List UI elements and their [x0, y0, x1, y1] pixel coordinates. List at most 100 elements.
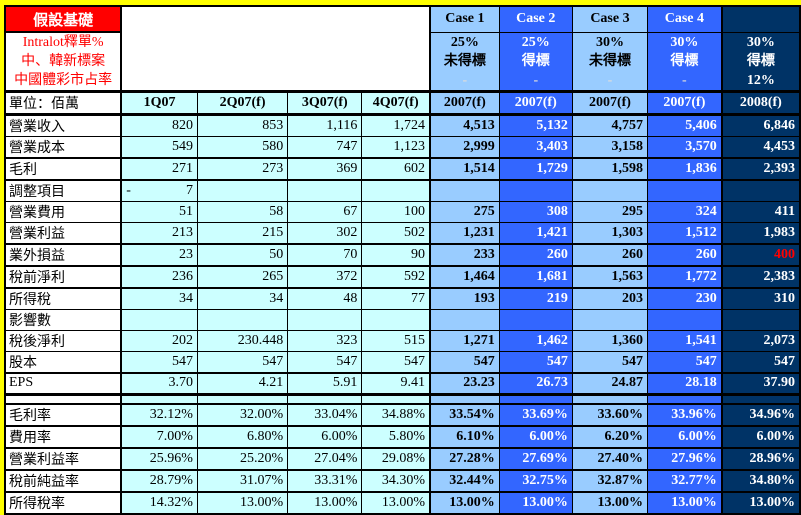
quarter-value-cell[interactable]: 602 [361, 157, 431, 181]
quarter-value-cell[interactable]: 13.00% [361, 491, 431, 515]
quarter-value-cell[interactable]: 213 [120, 222, 198, 245]
case-2-header-cell[interactable]: Case 2 [498, 5, 573, 33]
case-value-cell[interactable]: 310 [720, 287, 801, 310]
case-value-cell[interactable]: 308 [498, 201, 573, 223]
quarter-value-cell[interactable]: 592 [361, 265, 431, 289]
quarter-header-cell[interactable]: 4Q07(f) [361, 90, 431, 116]
case-value-cell[interactable] [571, 179, 649, 202]
quarter-value-cell[interactable]: 372 [287, 265, 363, 289]
quarter-value-cell[interactable]: 34 [120, 287, 198, 310]
case-value-cell[interactable]: 2,393 [720, 157, 801, 181]
case-value-cell[interactable]: 27.69% [498, 447, 573, 471]
case-value-cell[interactable]: 260 [571, 243, 649, 267]
case-value-cell[interactable]: 32.75% [498, 469, 573, 493]
case-value-cell[interactable]: 26.73 [498, 372, 573, 395]
quarter-value-cell[interactable]: 70 [287, 243, 363, 267]
quarter-value-cell[interactable]: 100 [361, 201, 431, 223]
quarter-value-cell[interactable]: 28.79% [120, 469, 198, 493]
quarter-value-cell[interactable]: 34.30% [361, 469, 431, 493]
row-label[interactable]: 稅後淨利 [4, 330, 123, 352]
quarter-value-cell[interactable]: 51 [120, 201, 198, 223]
row-label[interactable]: 稅前淨利 [4, 265, 123, 289]
case-value-cell[interactable]: 28.18 [647, 372, 723, 395]
quarter-value-cell[interactable]: 265 [196, 265, 289, 289]
quarter-value-cell[interactable]: 6.80% [196, 425, 289, 449]
quarter-value-cell[interactable]: 33.31% [287, 469, 363, 493]
spacer-cell[interactable] [120, 392, 198, 405]
quarter-value-cell[interactable]: 515 [361, 330, 431, 352]
period-header-cell[interactable]: 2008(f) [720, 90, 801, 116]
assumption-labels-cell[interactable]: Intralot釋單% 中、韓新標案 中國體彩市占率 [4, 31, 123, 92]
quarter-value-cell[interactable]: 23 [120, 243, 198, 267]
quarter-value-cell[interactable]: 50 [196, 243, 289, 267]
row-label[interactable]: 毛利 [4, 157, 123, 181]
case-value-cell[interactable]: 34.80% [720, 469, 801, 493]
quarter-value-cell[interactable]: 747 [287, 136, 363, 159]
empty-header-region[interactable] [120, 5, 431, 92]
quarter-value-cell[interactable]: -7 [120, 179, 198, 202]
case-value-cell[interactable]: 1,360 [571, 330, 649, 352]
quarter-value-cell[interactable]: 202 [120, 330, 198, 352]
case-value-cell[interactable]: 28.96% [720, 447, 801, 471]
period-header-cell[interactable]: 2007(f) [647, 90, 723, 116]
quarter-value-cell[interactable]: 9.41 [361, 372, 431, 395]
quarter-value-cell[interactable] [361, 309, 431, 331]
row-label[interactable]: 營業利益率 [4, 447, 123, 471]
period-header-cell[interactable]: 2007(f) [571, 90, 649, 116]
case-2008-assumption-cell[interactable]: 30% 得標 12% [720, 31, 801, 92]
case-value-cell[interactable]: 5,406 [647, 114, 723, 137]
case-value-cell[interactable]: 1,563 [571, 265, 649, 289]
case-value-cell[interactable] [429, 179, 500, 202]
spacer-cell[interactable] [196, 392, 289, 405]
quarter-value-cell[interactable]: 273 [196, 157, 289, 181]
quarter-value-cell[interactable]: 4.21 [196, 372, 289, 395]
quarter-value-cell[interactable]: 90 [361, 243, 431, 267]
case-value-cell[interactable]: 233 [429, 243, 500, 267]
spacer-cell[interactable] [498, 392, 573, 405]
quarter-value-cell[interactable]: 580 [196, 136, 289, 159]
case-value-cell[interactable]: 6.10% [429, 425, 500, 449]
quarter-value-cell[interactable]: 13.00% [196, 491, 289, 515]
case-value-cell[interactable]: 13.00% [647, 491, 723, 515]
spacer-cell[interactable] [287, 392, 363, 405]
quarter-value-cell[interactable]: 58 [196, 201, 289, 223]
case-value-cell[interactable]: 230 [647, 287, 723, 310]
row-label[interactable]: 所得稅率 [4, 491, 123, 515]
case-value-cell[interactable]: 400 [720, 243, 801, 267]
case-value-cell[interactable] [498, 179, 573, 202]
row-label[interactable]: 影響數 [4, 309, 123, 331]
case-value-cell[interactable]: 1,303 [571, 222, 649, 245]
row-label[interactable]: 費用率 [4, 425, 123, 449]
case-value-cell[interactable]: 34.96% [720, 403, 801, 427]
case-value-cell[interactable] [720, 179, 801, 202]
row-label[interactable]: 營業成本 [4, 136, 123, 159]
case-value-cell[interactable]: 32.77% [647, 469, 723, 493]
case-value-cell[interactable]: 1,598 [571, 157, 649, 181]
row-label[interactable]: 股本 [4, 351, 123, 374]
case-value-cell[interactable]: 1,421 [498, 222, 573, 245]
case-value-cell[interactable]: 1,681 [498, 265, 573, 289]
quarter-value-cell[interactable] [287, 309, 363, 331]
case-value-cell[interactable]: 1,231 [429, 222, 500, 245]
quarter-value-cell[interactable]: 77 [361, 287, 431, 310]
case-value-cell[interactable]: 33.54% [429, 403, 500, 427]
case-value-cell[interactable]: 219 [498, 287, 573, 310]
case-value-cell[interactable]: 13.00% [720, 491, 801, 515]
quarter-value-cell[interactable]: 547 [120, 351, 198, 374]
spacer-cell[interactable] [429, 392, 500, 405]
spacer-cell[interactable] [361, 392, 431, 405]
quarter-value-cell[interactable]: 27.04% [287, 447, 363, 471]
quarter-value-cell[interactable]: 34.88% [361, 403, 431, 427]
case-value-cell[interactable]: 33.69% [498, 403, 573, 427]
case-value-cell[interactable]: 5,132 [498, 114, 573, 137]
quarter-value-cell[interactable]: 48 [287, 287, 363, 310]
quarter-header-cell[interactable]: 1Q07 [120, 90, 198, 116]
quarter-value-cell[interactable]: 25.96% [120, 447, 198, 471]
quarter-value-cell[interactable]: 7.00% [120, 425, 198, 449]
case-value-cell[interactable]: 37.90 [720, 372, 801, 395]
quarter-value-cell[interactable]: 820 [120, 114, 198, 137]
spacer-cell[interactable] [720, 392, 801, 405]
row-label[interactable]: 稅前純益率 [4, 469, 123, 493]
case-value-cell[interactable]: 547 [647, 351, 723, 374]
case-value-cell[interactable]: 33.60% [571, 403, 649, 427]
